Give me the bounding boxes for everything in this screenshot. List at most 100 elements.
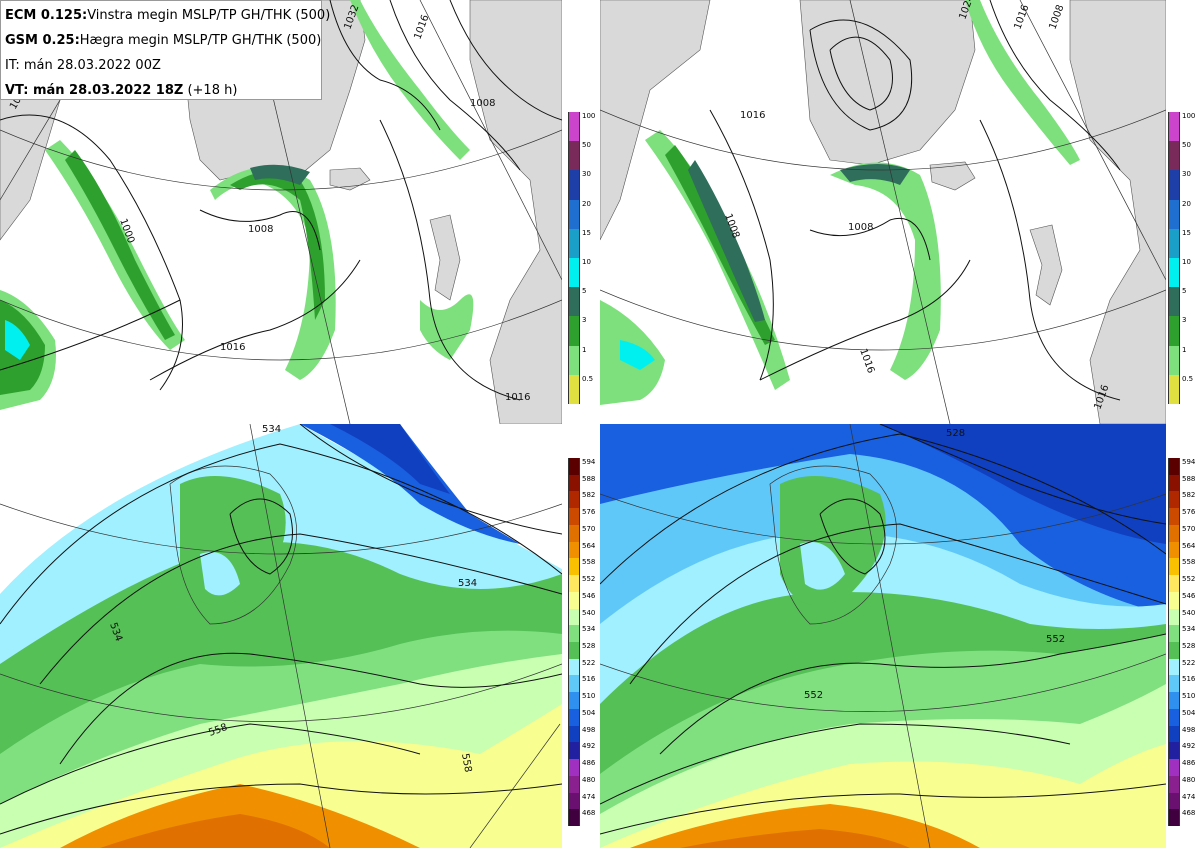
colorbar-label: 540 [582,608,596,617]
colorbar-label: 576 [582,508,596,517]
thk-contour-label: 552 [1046,634,1065,645]
colorbar-label: 558 [1182,558,1196,567]
isobar-label: 1008 [470,98,495,109]
ecm-mslp-precip-map: 1008 1008 1016 1032 1016 1008 1000 1016 … [0,0,562,424]
colorbar-label: 570 [582,524,596,533]
colorbar-swatch [568,524,580,542]
colorbar-swatch [1168,792,1180,810]
colorbar-swatch [1168,675,1180,693]
colorbar-label: 15 [582,228,591,237]
colorbar-label: 582 [582,491,596,500]
thk-contour-label: 534 [262,424,281,435]
colorbar-label: 546 [1182,591,1196,600]
colorbar-label: 534 [582,625,596,634]
colorbar-label: 468 [1182,809,1196,818]
colorbar-label: 564 [1182,541,1196,550]
colorbar-swatch [568,608,580,626]
colorbar-swatch [568,141,580,171]
colorbar-swatch [1168,558,1180,576]
thk-contour-label: 552 [804,690,823,701]
colorbar-swatch [568,170,580,200]
colorbar-swatch [568,625,580,642]
colorbar-swatch [568,287,580,317]
colorbar-label: 0.5 [1182,374,1194,383]
valid-time: VT: mán 28.03.2022 18Z [5,83,184,98]
colorbar-swatch [568,316,580,346]
thk-contour-label: 534 [458,578,477,589]
gsm-mslp-precip-svg: 1016 1008 1008 1016 1016 1008 1024 1016 [600,0,1166,424]
colorbar-swatch [568,374,580,404]
colorbar-swatch [1168,287,1180,317]
gsm-description: Hægra megin MSLP/TP GH/THK (500) [79,33,322,48]
colorbar-label: 594 [1182,458,1196,466]
gsm-model-label: GSM 0.25: [5,33,80,48]
colorbar-label: 504 [1182,708,1196,717]
colorbar-label: 576 [1182,508,1196,517]
colorbar-swatch [568,742,580,760]
colorbar-swatch [568,809,580,826]
colorbar-swatch [1168,658,1180,676]
colorbar-label: 504 [582,708,596,717]
colorbar-label: 1 [1182,345,1187,354]
ecm-thickness-svg: 534 534 534 558 558 [0,424,562,848]
colorbar-swatch [1168,374,1180,404]
isobar-label: 1008 [848,222,873,233]
colorbar-swatch [1168,692,1180,709]
colorbar-swatch [568,491,580,509]
colorbar-label: 100 [582,112,596,120]
colorbar-label: 552 [582,575,596,584]
colorbar-swatch [1168,625,1180,642]
colorbar-label: 522 [1182,658,1196,667]
colorbar-swatch [1168,575,1180,592]
colorbar-swatch [1168,742,1180,760]
colorbar-label: 486 [582,759,596,768]
ecm-thickness-map: 534 534 534 558 558 [0,424,562,848]
colorbar-label: 510 [1182,692,1196,701]
isobar-label: 1016 [505,392,530,403]
isobar-label: 1016 [220,342,245,353]
colorbar-swatch [1168,491,1180,509]
colorbar-label: 20 [582,199,591,208]
colorbar-label: 582 [1182,491,1196,500]
thk-colorbar-right: 594 588 582 576 570 564 558 552 546 540 534 528 522 5… [1168,458,1200,826]
colorbar-swatch [1168,345,1180,375]
colorbar-label: 10 [582,258,591,266]
colorbar-swatch [1168,316,1180,346]
colorbar-label: 534 [1182,625,1196,634]
precip-colorbar-left: 100 50 30 20 15 10 5 3 1 0.5 [568,112,600,404]
colorbar-swatch [568,258,580,288]
colorbar-swatch [568,575,580,592]
thk-contour-label: 528 [946,428,965,439]
colorbar-label: 0.5 [582,374,594,383]
colorbar-label: 10 [1182,258,1191,266]
colorbar-label: 540 [1182,608,1196,617]
colorbar-swatch [1168,258,1180,288]
colorbar-swatch [568,792,580,810]
colorbar-swatch [1168,541,1180,559]
colorbar-swatch [568,558,580,576]
colorbar-swatch [568,708,580,726]
colorbar-swatch [1168,708,1180,726]
colorbar-swatch [568,199,580,229]
isobar-label: 1016 [740,110,765,121]
colorbar-label: 474 [1182,792,1196,801]
colorbar-swatch [568,508,580,525]
colorbar-swatch [1168,141,1180,171]
colorbar-label: 20 [1182,199,1191,208]
colorbar-swatch [1168,170,1180,200]
colorbar-label: 100 [1182,112,1196,120]
isobar-label: 1008 [248,224,273,235]
ecm-description: Vinstra megin MSLP/TP GH/THK (500) [87,8,331,23]
gsm-mslp-precip-map: 1016 1008 1008 1016 1016 1008 1024 1016 [600,0,1166,424]
gsm-thickness-svg: 528 552 552 [600,424,1166,848]
colorbar-label: 50 [1182,141,1191,150]
colorbar-swatch [1168,474,1180,492]
colorbar-label: 30 [582,170,591,179]
colorbar-swatch [568,474,580,492]
colorbar-label: 558 [582,558,596,567]
colorbar-swatch [568,658,580,676]
colorbar-label: 588 [582,474,596,483]
colorbar-swatch [568,692,580,709]
colorbar-label: 522 [582,658,596,667]
colorbar-label: 528 [1182,642,1196,650]
